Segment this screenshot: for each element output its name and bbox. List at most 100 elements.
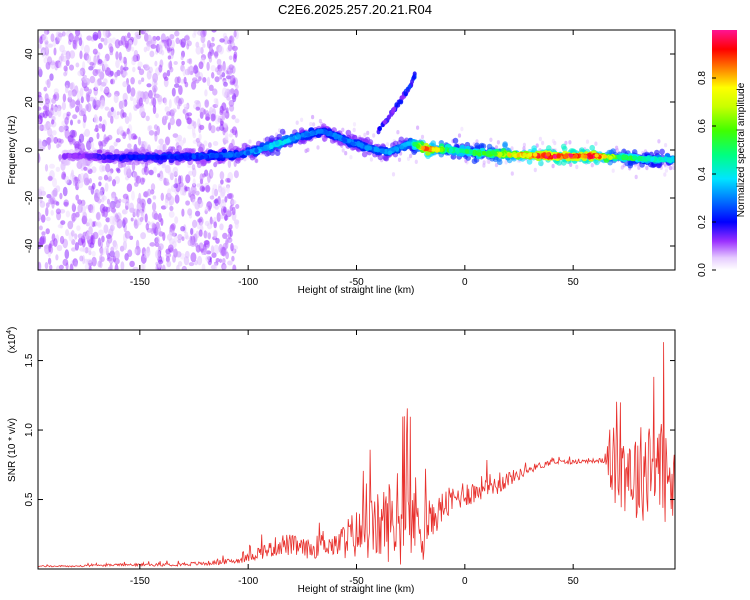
spectrogram-noise-cell xyxy=(130,217,134,222)
spectrogram-noise-cell xyxy=(58,32,64,38)
spectrogram-ridge-cell xyxy=(84,153,89,158)
spectrogram-noise-cell xyxy=(504,160,508,165)
spectrogram-noise-cell xyxy=(48,243,52,253)
spectrogram-noise-cell xyxy=(200,248,204,253)
spectrogram-noise-cell xyxy=(221,102,227,111)
colorbar-tick-label: 0.8 xyxy=(697,71,708,85)
spectrogram-noise-cell xyxy=(68,32,74,43)
spectrogram-ridge-cell xyxy=(221,148,228,154)
spectrogram-noise-cell xyxy=(114,242,118,250)
spectrogram-ridge-cell xyxy=(128,154,133,159)
spectrogram-noise-cell xyxy=(38,106,42,111)
spectrogram-noise-cell xyxy=(110,79,114,85)
spectrogram-x-tick-label: -50 xyxy=(349,277,364,288)
spectrogram-noise-cell xyxy=(219,109,224,115)
spectrogram-noise-cell xyxy=(564,140,568,146)
spectrogram-noise-cell xyxy=(148,169,154,176)
spectrogram-noise-cell xyxy=(67,91,73,99)
spectrogram-noise-cell xyxy=(232,264,237,270)
spectrogram-noise-cell xyxy=(181,208,185,217)
spectrogram-ridge-cell xyxy=(245,150,251,156)
spectrogram-noise-cell xyxy=(130,87,136,97)
spectrogram-noise-cell xyxy=(225,177,231,183)
spectrogram-ridge-cell xyxy=(485,150,491,156)
spectrogram-noise-cell xyxy=(203,231,209,239)
spectrogram-noise-cell xyxy=(224,240,229,249)
spectrogram-noise-cell xyxy=(69,50,76,59)
spectrogram-noise-cell xyxy=(67,135,74,143)
spectrogram-noise-cell xyxy=(60,220,66,226)
spectrogram-noise-cell xyxy=(63,71,67,77)
snr-y-tick-label: 0.5 xyxy=(24,492,35,506)
spectrogram-noise-cell xyxy=(369,157,373,162)
spectrogram-noise-cell xyxy=(211,30,217,33)
spectrogram-noise-cell xyxy=(51,119,55,125)
spectrogram-noise-cell xyxy=(53,88,59,94)
spectrogram-noise-cell xyxy=(70,230,75,237)
snr-plot-area xyxy=(38,330,675,569)
spectrogram-noise-cell xyxy=(210,125,216,134)
spectrogram-noise-cell xyxy=(172,133,179,139)
spectrogram-noise-cell xyxy=(190,185,197,195)
spectrogram-noise-cell xyxy=(213,230,218,238)
spectrogram-noise-cell xyxy=(77,199,82,205)
spectrogram-noise-cell xyxy=(205,185,211,193)
colorbar-tick-label: 0.2 xyxy=(697,215,708,229)
spectrogram-ridge-cell xyxy=(654,149,660,156)
spectrogram-ridge-cell xyxy=(602,154,608,159)
spectrogram-noise-cell xyxy=(166,111,172,116)
spectrogram-noise-cell xyxy=(169,66,174,73)
spectrogram-ridge-cell xyxy=(296,134,302,139)
spectrogram-noise-cell xyxy=(38,212,42,219)
spectrogram-noise-cell xyxy=(160,205,167,210)
spectrogram-noise-cell xyxy=(192,167,197,178)
spectrogram-noise-cell xyxy=(90,234,94,245)
spectrogram-noise-cell xyxy=(98,229,104,236)
spectrogram-noise-cell xyxy=(79,50,83,60)
spectrogram-noise-cell xyxy=(352,127,356,133)
spectrogram-noise-cell xyxy=(213,244,220,255)
snr-x-ticks: -150 -100 -50 0 50 xyxy=(130,330,579,587)
spectrogram-noise-cell xyxy=(206,76,211,87)
spectrogram-noise-cell xyxy=(104,106,110,111)
spectrogram-noise-cell xyxy=(304,148,308,154)
spectrogram-noise-cell xyxy=(174,194,180,204)
spectrogram-noise-cell xyxy=(51,97,57,104)
spectrogram-ridge-cell xyxy=(361,151,368,158)
spectrogram-noise-cell xyxy=(106,239,110,248)
spectrogram-noise-cell xyxy=(213,221,217,229)
spectrogram-noise-cell xyxy=(199,173,204,182)
colorbar: 0.0 0.2 0.4 0.6 0.8 Normalized spectral ampl… xyxy=(697,30,747,277)
spectrogram-noise-cell xyxy=(169,117,175,126)
spectrogram-noise-cell xyxy=(86,54,92,64)
snr-series-line xyxy=(38,342,675,568)
spectrogram-noise-cell xyxy=(75,30,80,35)
spectrogram-noise-cell xyxy=(99,254,103,264)
spectrogram-noise-cell xyxy=(590,163,594,168)
spectrogram-ridge-cell xyxy=(387,150,393,155)
spectrogram-ridge-cell xyxy=(279,128,286,135)
spectrogram-noise-cell xyxy=(81,215,87,225)
spectrogram-noise-cell xyxy=(316,145,320,150)
spectrogram-noise-cell xyxy=(406,156,411,161)
spectrogram-noise-cell xyxy=(148,125,153,131)
spectrogram-noise-cell xyxy=(363,132,367,137)
spectrogram-noise-cell xyxy=(152,202,157,212)
spectrogram-ridge-cell xyxy=(424,146,430,151)
spectrogram-noise-cell xyxy=(191,164,196,171)
spectrogram-noise-cell xyxy=(209,195,215,200)
spectrogram-noise-cell xyxy=(133,49,138,57)
spectrogram-noise-cell xyxy=(71,212,77,222)
spectrogram-noise-cell xyxy=(43,86,48,92)
spectrogram-noise-cell xyxy=(158,64,163,73)
spectrogram-noise-cell xyxy=(44,93,49,102)
spectrogram-noise-cell xyxy=(75,62,80,68)
spectrogram-noise-cell xyxy=(50,209,54,216)
spectrogram-noise-cell xyxy=(157,173,161,178)
spectrogram-ridge-cell xyxy=(170,154,175,160)
spectrogram-noise-cell xyxy=(163,76,169,82)
spectrogram-noise-cell xyxy=(143,191,148,198)
spectrogram-ridge-cell xyxy=(583,154,588,159)
spectrogram-noise-cell xyxy=(210,245,215,254)
spectrogram-noise-cell xyxy=(84,263,90,270)
